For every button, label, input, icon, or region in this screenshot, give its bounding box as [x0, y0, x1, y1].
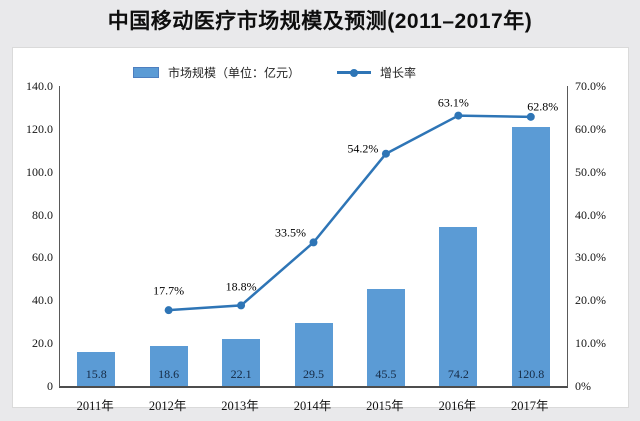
- bar-value-label: 45.5: [375, 367, 397, 381]
- x-axis-tick: 2015年: [366, 399, 404, 413]
- bar-2011年: 15.8: [77, 352, 116, 386]
- growth-rate-line: [164, 111, 535, 315]
- line-value-label: 54.2%: [347, 141, 379, 156]
- legend-item-market-size: 市场规模（单位：亿元）: [133, 64, 300, 81]
- bar-value-label: 74.2: [447, 367, 469, 381]
- bar-2014年: 29.5: [294, 322, 333, 386]
- right-axis-tick: 60.0%: [575, 121, 606, 136]
- x-axis-tick: 2011年: [76, 399, 114, 413]
- line-value-label: 62.8%: [527, 99, 559, 114]
- left-axis-tick: 60.0: [32, 250, 53, 265]
- left-axis-tick: 0: [47, 379, 53, 393]
- bar-value-label: 15.8: [85, 367, 107, 381]
- bar-value-label: 120.8: [517, 367, 545, 381]
- bar-2012年: 18.6: [149, 346, 188, 386]
- legend-bar-label: 市场规模（单位：亿元）: [168, 66, 301, 80]
- bar-series-swatch-icon: [133, 67, 159, 78]
- line-value-label: 33.5%: [275, 225, 306, 240]
- line-series-marker-icon: [337, 67, 371, 78]
- x-axis-tick: 2016年: [438, 399, 477, 413]
- bar-value-label: 18.6: [158, 367, 180, 381]
- line-point: [454, 111, 463, 120]
- bar-2016年: 74.2: [439, 227, 478, 386]
- x-axis-tick: 2017年: [511, 399, 549, 413]
- line-point: [309, 238, 318, 247]
- chart-title: 中国移动医疗市场规模及预测(2011–2017年): [107, 10, 533, 33]
- bar-2017年: 120.8: [511, 127, 550, 386]
- legend-line-label: 增长率: [380, 66, 417, 80]
- line-value-label: 17.7%: [153, 283, 185, 298]
- bar-value-label: 22.1: [230, 367, 252, 381]
- right-axis-tick: 10.0%: [575, 336, 606, 351]
- chart-panel: 市场规模（单位：亿元） 增长率 15.8 18.6 22.1 29.5 45.5 74.2…: [12, 47, 629, 413]
- right-axis-tick: 30.0%: [575, 250, 606, 265]
- line-value-label: 18.8%: [225, 279, 257, 294]
- right-axis-tick: 20.0%: [575, 293, 606, 308]
- left-axis-tick: 120.0: [26, 121, 53, 136]
- x-axis-tick: 2013年: [221, 399, 259, 413]
- bar-value-label: 29.5: [303, 367, 324, 381]
- legend-item-growth-rate: 增长率: [337, 64, 416, 81]
- x-axis-tick: 2012年: [148, 399, 187, 413]
- right-axis-tick: 0%: [575, 379, 591, 393]
- left-axis-tick: 140.0: [26, 79, 53, 93]
- line-point: [164, 306, 173, 315]
- line-value-label: 63.1%: [437, 95, 469, 110]
- left-axis-tick: 80.0: [32, 207, 53, 222]
- left-axis-tick: 40.0: [32, 293, 53, 308]
- right-axis-tick: 70.0%: [575, 79, 606, 93]
- line-point: [526, 112, 535, 121]
- plot-area: 15.8 18.6 22.1 29.5 45.5 74.2 120.8 17.7% 18.8% 3…: [59, 86, 568, 388]
- left-axis-tick: 100.0: [26, 164, 53, 179]
- right-axis-tick: 50.0%: [575, 164, 606, 179]
- bar-2013年: 22.1: [222, 338, 261, 386]
- right-axis-tick: 40.0%: [575, 207, 606, 222]
- left-axis-tick: 20.0: [32, 336, 53, 351]
- bar-2015年: 45.5: [366, 288, 405, 386]
- line-point: [381, 149, 390, 158]
- line-point: [237, 301, 246, 310]
- x-axis-tick: 2014年: [293, 399, 332, 413]
